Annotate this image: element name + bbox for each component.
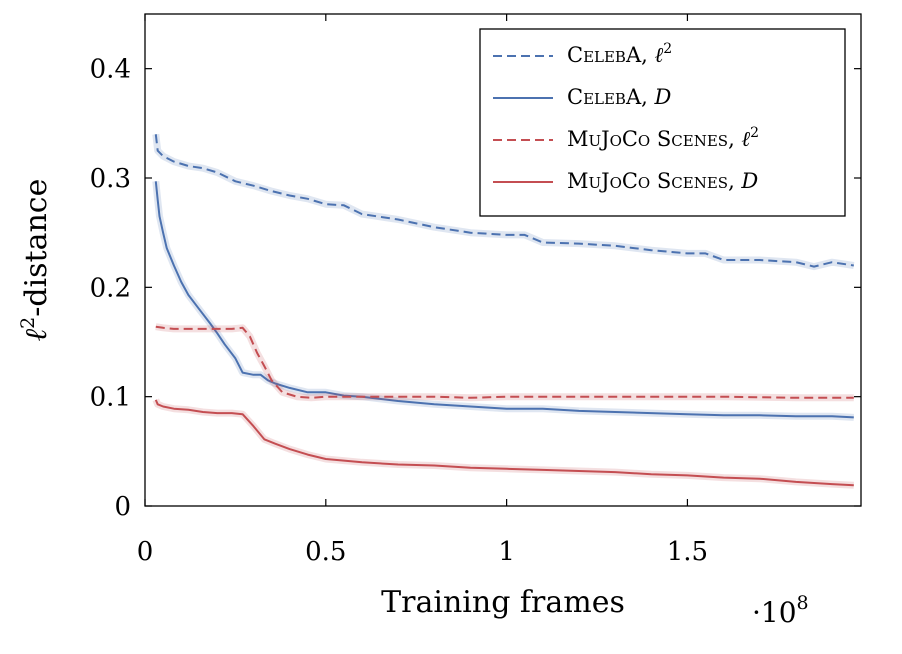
legend-label-0: CelebA, ℓ2	[567, 41, 672, 67]
plot-frame	[144, 13, 862, 507]
y-tick-label: 0.1	[90, 383, 131, 413]
series-line-2	[155, 325, 854, 399]
series-line-0	[154, 134, 854, 268]
y-tick-label: 0.2	[90, 273, 131, 303]
y-tick-label: 0.3	[90, 164, 131, 194]
x-axis-title: Training frames	[381, 585, 625, 620]
series-line-1	[154, 181, 854, 419]
x-axis-scale-label: ·108	[752, 592, 809, 629]
x-tick-label: 1.5	[667, 537, 708, 567]
series-band-1	[152, 180, 854, 421]
y-tick-label: 0	[114, 492, 131, 522]
y-axis-title: ℓ2-distance	[17, 179, 54, 342]
legend-label-2: MuJoCo Scenes, ℓ2	[567, 125, 759, 151]
x-tick-label: 1	[498, 537, 515, 567]
x-axis-ticks: 0 0.5 1 1.5	[137, 14, 708, 567]
x-tick-label: 0.5	[305, 537, 346, 567]
legend: CelebA, ℓ2 CelebA, D MuJoCo Scenes, ℓ2 MuJo…	[479, 28, 846, 217]
y-axis-ticks: 0 0.1 0.2 0.3 0.4	[90, 55, 861, 522]
y-tick-label: 0.4	[90, 55, 131, 85]
series-band-2	[155, 323, 854, 402]
series-layer	[152, 133, 855, 489]
x-tick-label: 0	[137, 537, 154, 567]
legend-label-1: CelebA, D	[567, 85, 671, 109]
legend-box	[479, 28, 846, 217]
legend-label-3: MuJoCo Scenes, D	[567, 169, 758, 193]
series-line-3	[154, 399, 854, 487]
